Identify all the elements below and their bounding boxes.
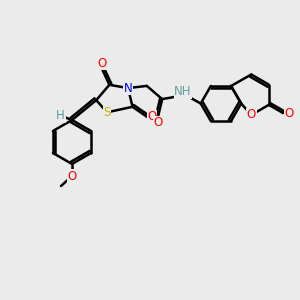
Text: O: O (68, 169, 76, 183)
Text: O: O (284, 106, 294, 120)
Text: S: S (103, 106, 111, 119)
Text: O: O (247, 109, 256, 122)
Text: O: O (147, 110, 156, 123)
Text: H: H (56, 109, 65, 122)
Text: N: N (124, 82, 133, 94)
Text: O: O (153, 116, 162, 129)
Text: NH: NH (174, 85, 192, 98)
Text: O: O (97, 57, 106, 70)
